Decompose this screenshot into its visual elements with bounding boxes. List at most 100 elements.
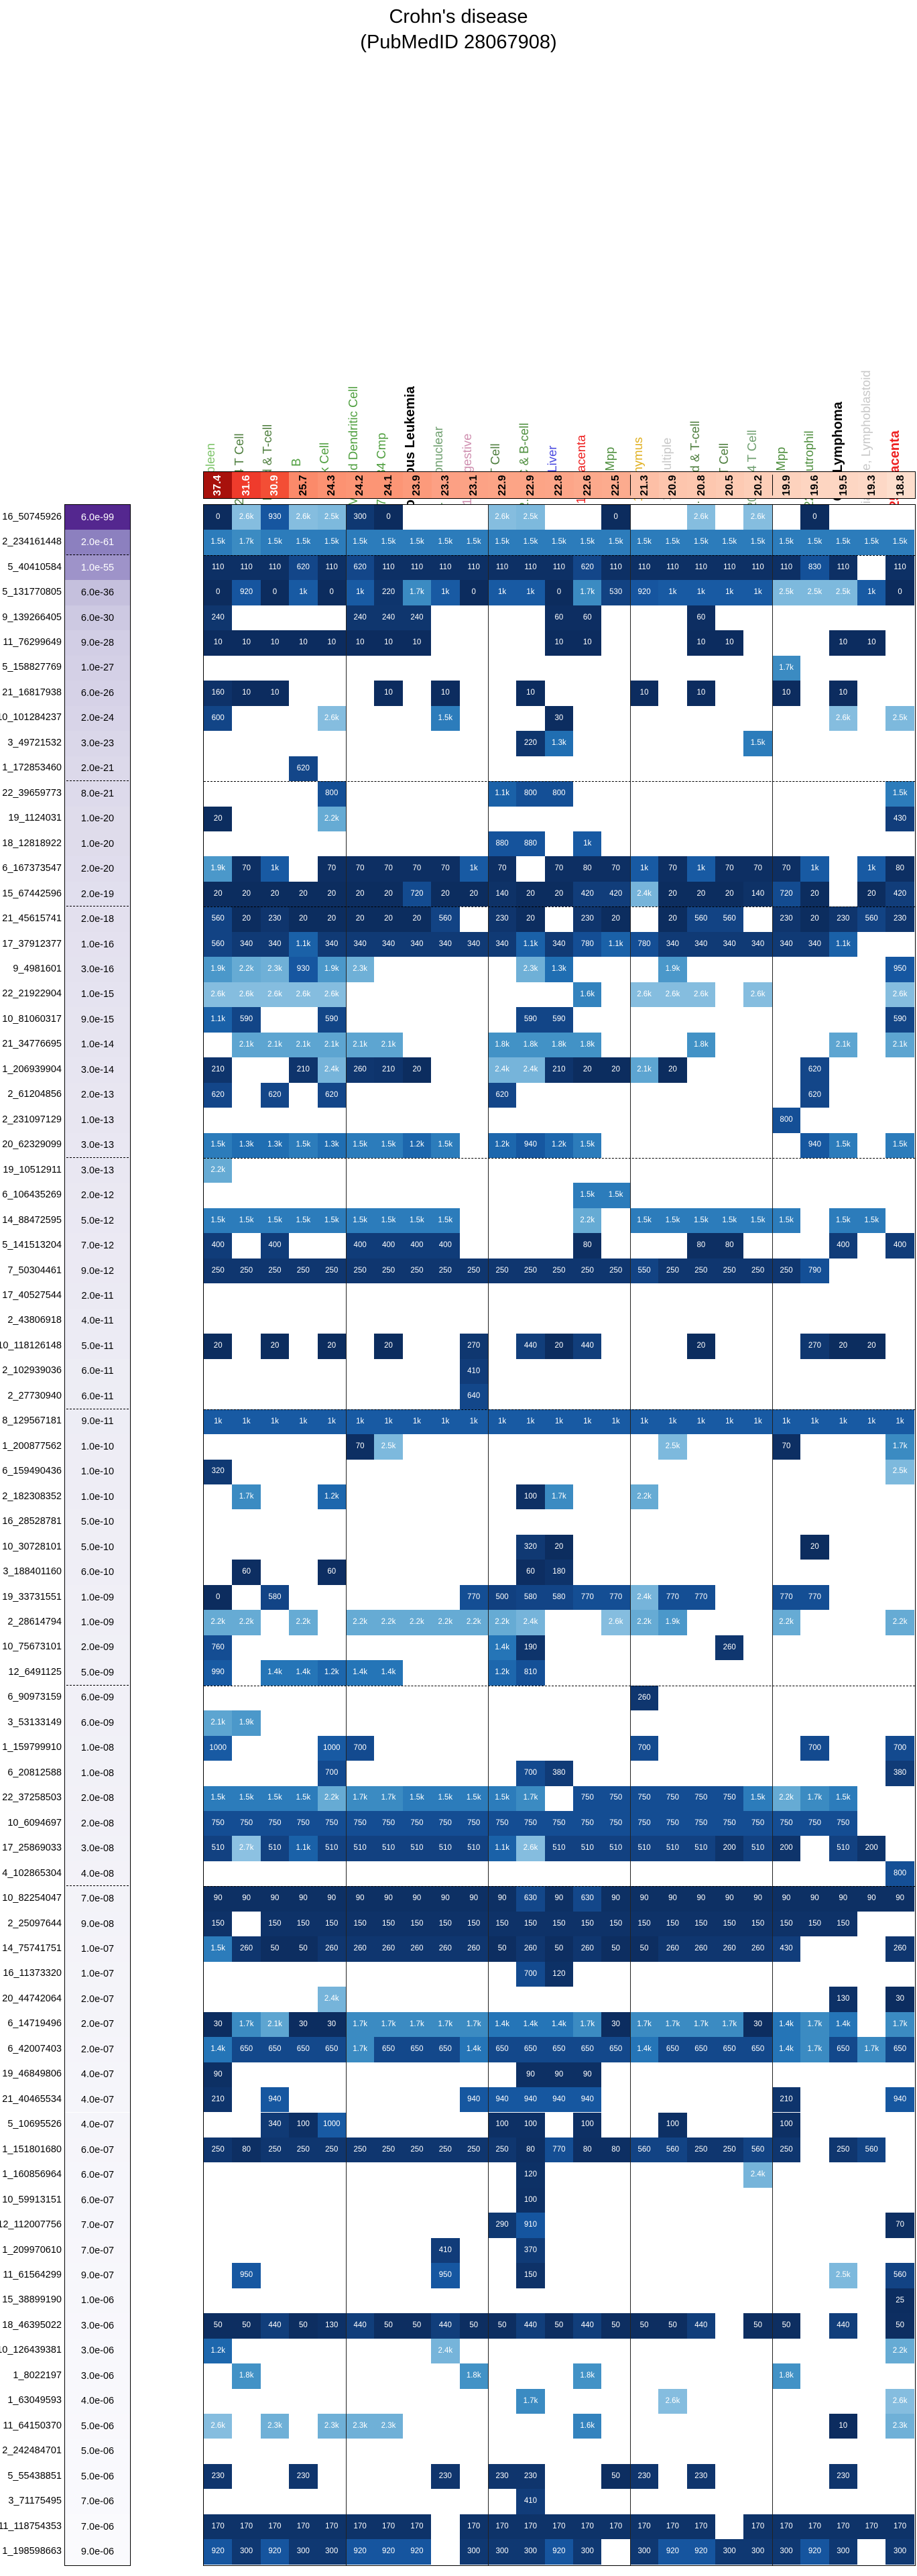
heatmap-cell: 510: [345, 1836, 375, 1861]
heatmap-cell: 1.5k: [601, 530, 630, 555]
heatmap-cell: 260: [374, 1936, 403, 1962]
row-group-divider: [204, 1157, 915, 1159]
row-group-divider: [66, 780, 129, 782]
heatmap-cell: 10: [431, 681, 460, 706]
heatmap-cell: 1k: [885, 1409, 914, 1435]
row-label: 10_101284237: [0, 712, 62, 723]
heatmap-cell: 0: [260, 580, 290, 605]
heatmap-cell: 1.5k: [743, 1208, 772, 1234]
heatmap-cell: 1.5k: [857, 1208, 886, 1234]
heatmap-cell: 2.4k: [629, 881, 659, 907]
heatmap-cell: 80: [516, 2137, 545, 2163]
heatmap-cell: 30: [317, 2011, 346, 2038]
heatmap-cell: 90: [232, 1886, 261, 1912]
column-score-cell: 19.5: [829, 472, 859, 498]
heatmap-cell: 1.9k: [658, 957, 687, 982]
row-label: 6_159490436: [2, 1466, 62, 1477]
heatmap-cell: 250: [289, 1258, 318, 1284]
row-group-divider: [204, 554, 915, 556]
heatmap-cell: 230: [829, 2463, 857, 2490]
heatmap-cell: 770: [772, 1584, 801, 1611]
column-header-17: 17. Multiple: [659, 50, 688, 502]
heatmap-cell: 650: [573, 2037, 602, 2062]
heatmap-cell: 2.6k: [658, 982, 687, 1008]
pvalue-cell: 6.0e-07: [65, 2187, 130, 2213]
heatmap-cell: 250: [374, 1258, 403, 1284]
pvalue-cell: 5.0e-06: [65, 2463, 130, 2490]
row-label: 2_242484701: [2, 2445, 62, 2457]
row-label: 15_67442596: [2, 888, 62, 899]
heatmap-cell: 580: [260, 1584, 290, 1611]
heatmap-cell: 1.1k: [487, 1836, 517, 1861]
heatmap-cell: 1k: [459, 1409, 488, 1435]
heatmap-cell: 340: [431, 931, 460, 957]
heatmap-cell: 510: [658, 1836, 687, 1861]
heatmap-cell: 590: [232, 1007, 261, 1033]
heatmap-cell: 10: [573, 630, 602, 656]
heatmap-cell: 50: [629, 1936, 659, 1962]
heatmap-cell: 620: [289, 756, 318, 782]
heatmap-cell: 110: [629, 554, 659, 581]
heatmap-cell: 80: [573, 856, 602, 882]
heatmap-cell: 920: [686, 2539, 716, 2565]
heatmap-cell: 510: [459, 1836, 488, 1861]
heatmap-cell: 0: [459, 580, 488, 605]
heatmap-cell: 70: [317, 856, 346, 882]
heatmap-cell: 510: [601, 1836, 630, 1861]
column-score-cell: 19.6: [801, 472, 830, 498]
heatmap-cell: 90: [204, 2062, 233, 2088]
heatmap-cell: 440: [431, 2313, 460, 2339]
heatmap-cell: 0: [544, 580, 574, 605]
heatmap-cell: 250: [345, 1258, 375, 1284]
row-label: 19_46849806: [2, 2068, 62, 2080]
row-label: 6_42007403: [7, 2043, 62, 2054]
heatmap-cell: 1.6k: [573, 2414, 602, 2439]
heatmap-cell: 150: [658, 1911, 687, 1937]
heatmap-cell: 1k: [289, 580, 318, 605]
pvalue-cell: 6.0e-36: [65, 580, 130, 605]
row-label: 5_55438851: [7, 2470, 62, 2481]
heatmap-cell: 90: [289, 1886, 318, 1912]
pvalue-column: 6.0e-99 2.0e-61 1.0e-55 6.0e-36 6.0e-30 9.0e-…: [64, 504, 131, 2566]
heatmap-cell: 2.6k: [260, 982, 290, 1008]
row-label: 10_6094697: [7, 1817, 62, 1828]
heatmap-cell: 100: [658, 2112, 687, 2138]
heatmap-cell: 1.5k: [800, 530, 829, 555]
heatmap-cell: 1.5k: [829, 1132, 857, 1158]
row-label: 10_81060317: [2, 1013, 62, 1024]
heatmap-cell: 340: [487, 931, 517, 957]
row-label: 11_76299649: [3, 637, 62, 648]
heatmap-cell: 260: [345, 1057, 375, 1083]
heatmap-cell: 0: [317, 580, 346, 605]
column-score-value: 31.6: [240, 474, 252, 496]
heatmap-cell: 20: [800, 906, 829, 932]
heatmap-cell: 20: [658, 881, 687, 907]
heatmap-cell: 750: [573, 1785, 602, 1811]
heatmap-cell: 750: [601, 1810, 630, 1836]
heatmap-cell: 1.7k: [232, 530, 261, 555]
row-group-divider: [66, 1885, 129, 1887]
heatmap-cell: 650: [232, 2037, 261, 2062]
heatmap-cell: 2.1k: [374, 1032, 403, 1058]
heatmap-cell: 400: [345, 1233, 375, 1258]
pvalue-cell: 6.0e-99: [65, 505, 130, 530]
heatmap-cell: 110: [829, 554, 857, 581]
heatmap-cell: 90: [317, 1886, 346, 1912]
heatmap-cell: 150: [629, 1911, 659, 1937]
column-score-value: 23.3: [439, 474, 451, 496]
row-label: 12_112007756: [0, 2219, 62, 2231]
row-label: 2_25097644: [7, 1918, 62, 1929]
heatmap-cell: 250: [402, 2137, 432, 2163]
column-header-7: 7. Cd34 Cmp: [374, 50, 403, 506]
heatmap-cell: 2.2k: [772, 1785, 801, 1811]
column-score-value: 24.2: [354, 474, 366, 496]
heatmap-cell: 750: [374, 1810, 403, 1836]
heatmap-cell: 240: [345, 605, 375, 631]
heatmap-cell: 300: [715, 2539, 744, 2565]
heatmap-cell: 1.5k: [715, 1208, 744, 1234]
heatmap-cell: 1k: [431, 580, 460, 605]
heatmap-cell: 100: [573, 2112, 602, 2138]
heatmap-cell: 1.5k: [829, 1785, 857, 1811]
heatmap-cell: 750: [260, 1810, 290, 1836]
heatmap-cell: 1.5k: [686, 530, 716, 555]
